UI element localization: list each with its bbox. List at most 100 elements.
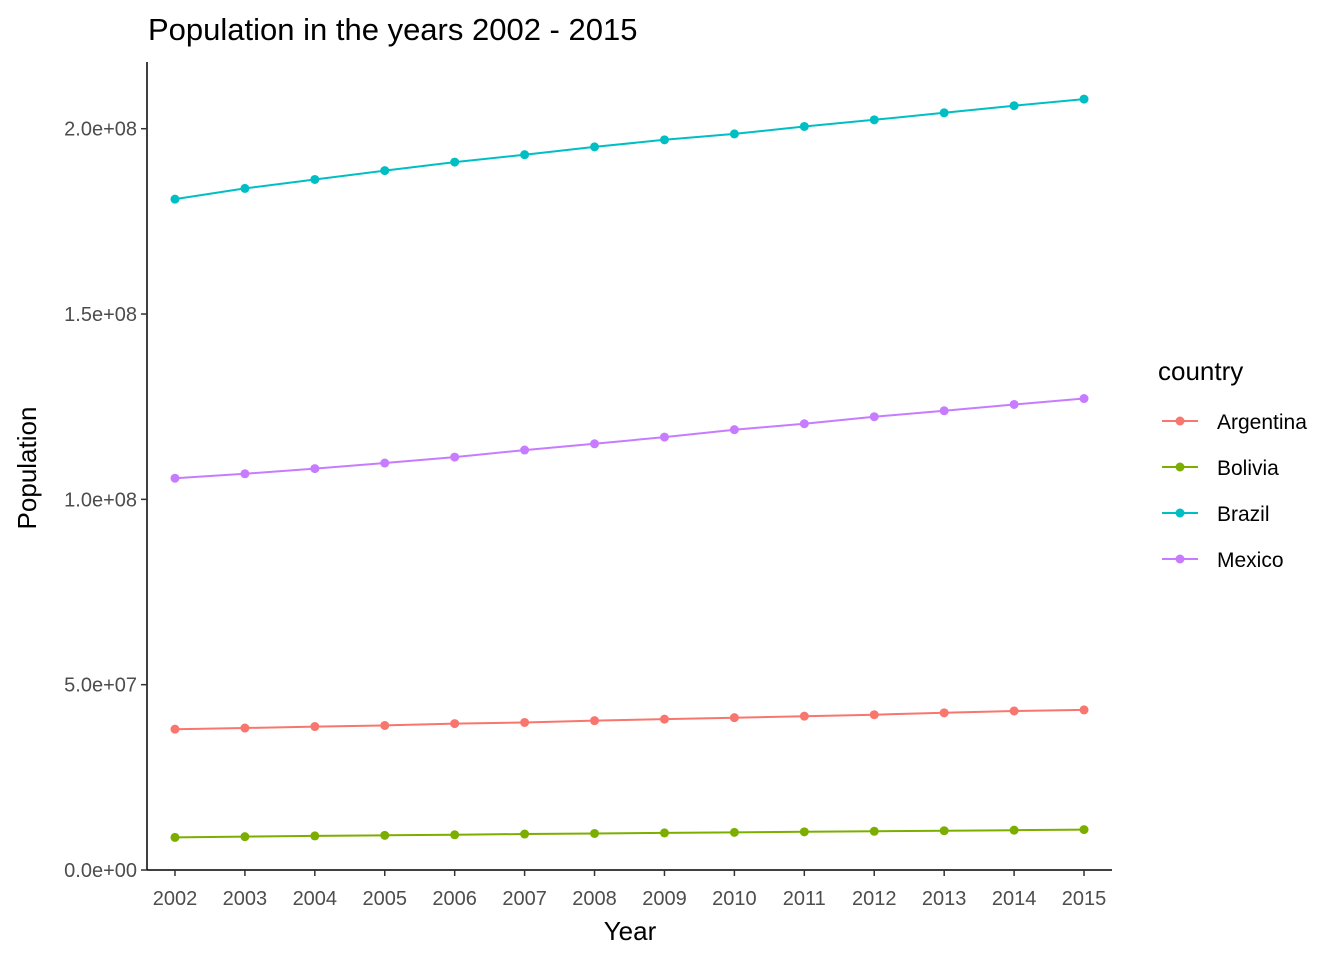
- x-tick-label: 2004: [293, 888, 338, 910]
- series-line-brazil: [174, 98, 1085, 201]
- y-tick-label: 1.0e+08: [64, 489, 137, 511]
- series-mexico: [170, 394, 1089, 483]
- legend-label: Bolivia: [1217, 457, 1279, 480]
- x-tick-label: 2010: [712, 888, 757, 910]
- data-point-bolivia: [590, 828, 600, 838]
- series-bolivia: [170, 825, 1089, 842]
- data-point-mexico: [310, 464, 320, 474]
- x-tick-label: 2012: [852, 888, 897, 910]
- data-point-mexico: [659, 432, 669, 442]
- x-tick-label: 2008: [572, 888, 617, 910]
- y-axis-ticks: 0.0e+00 5.0e+07 1.0e+08 1.5e+08 2.0e+08: [64, 119, 147, 882]
- data-point-mexico: [380, 458, 390, 468]
- legend-item-brazil: Brazil: [1162, 503, 1270, 526]
- y-tick-label: 0.0e+00: [64, 860, 137, 882]
- data-point-brazil: [240, 183, 250, 193]
- data-point-bolivia: [869, 826, 879, 836]
- y-tick-label: 1.5e+08: [64, 304, 137, 326]
- legend-key-point: [1175, 462, 1185, 472]
- data-point-mexico: [1079, 394, 1089, 404]
- data-point-bolivia: [450, 830, 460, 840]
- x-tick-label: 2014: [992, 888, 1037, 910]
- x-tick-label: 2007: [502, 888, 547, 910]
- data-point-brazil: [1079, 94, 1089, 104]
- x-tick-label: 2002: [153, 888, 198, 910]
- data-point-mexico: [170, 473, 180, 483]
- data-point-argentina: [380, 720, 390, 730]
- data-point-brazil: [799, 121, 809, 131]
- x-tick-label: 2013: [922, 888, 967, 910]
- data-point-mexico: [450, 452, 460, 462]
- legend-label: Brazil: [1217, 503, 1270, 526]
- data-point-mexico: [939, 406, 949, 416]
- data-point-argentina: [450, 719, 460, 729]
- x-tick-label: 2006: [432, 888, 477, 910]
- data-point-bolivia: [380, 830, 390, 840]
- series-layer: [170, 94, 1089, 842]
- data-point-bolivia: [799, 827, 809, 837]
- legend-key-point: [1175, 416, 1185, 426]
- data-point-argentina: [520, 717, 530, 727]
- legend-item-argentina: Argentina: [1162, 411, 1307, 434]
- data-point-argentina: [170, 724, 180, 734]
- data-point-argentina: [310, 722, 320, 732]
- data-point-bolivia: [659, 828, 669, 838]
- data-point-brazil: [1009, 101, 1019, 111]
- x-tick-label: 2015: [1062, 888, 1107, 910]
- series-line-mexico: [174, 397, 1085, 480]
- data-point-mexico: [1009, 399, 1019, 409]
- data-point-argentina: [590, 716, 600, 726]
- data-point-brazil: [590, 142, 600, 152]
- data-point-brazil: [869, 115, 879, 125]
- data-point-mexico: [590, 439, 600, 449]
- data-point-argentina: [799, 711, 809, 721]
- data-point-argentina: [659, 714, 669, 724]
- x-tick-label: 2011: [783, 888, 826, 910]
- x-tick-label: 2009: [642, 888, 687, 910]
- legend-items: Argentina Bolivia Brazil Mexico: [1162, 411, 1307, 572]
- y-axis-title: Population: [12, 407, 42, 530]
- data-point-argentina: [1009, 706, 1019, 716]
- x-axis-title: Year: [604, 916, 657, 946]
- data-point-argentina: [240, 723, 250, 733]
- data-point-brazil: [520, 150, 530, 160]
- x-tick-label: 2003: [223, 888, 268, 910]
- series-brazil: [170, 94, 1089, 204]
- plot-area: 0.0e+00 5.0e+07 1.0e+08 1.5e+08 2.0e+08 2002…: [64, 62, 1112, 910]
- data-point-mexico: [240, 469, 250, 479]
- data-point-brazil: [310, 174, 320, 184]
- data-point-argentina: [869, 710, 879, 720]
- legend-item-mexico: Mexico: [1162, 549, 1284, 572]
- data-point-bolivia: [939, 826, 949, 836]
- legend-label: Argentina: [1217, 411, 1307, 434]
- legend: country Argentina Bolivia Brazil Mexico: [1158, 356, 1307, 572]
- legend-key-point: [1175, 554, 1185, 564]
- chart-title: Population in the years 2002 - 2015: [148, 12, 637, 47]
- data-point-argentina: [729, 713, 739, 723]
- data-point-bolivia: [310, 831, 320, 841]
- data-point-brazil: [170, 194, 180, 204]
- data-point-brazil: [659, 135, 669, 145]
- data-point-argentina: [939, 708, 949, 718]
- data-point-bolivia: [170, 832, 180, 842]
- legend-item-bolivia: Bolivia: [1162, 457, 1279, 480]
- y-tick-label: 2.0e+08: [64, 119, 137, 141]
- data-point-bolivia: [1079, 825, 1089, 835]
- data-point-bolivia: [729, 827, 739, 837]
- data-point-brazil: [729, 129, 739, 139]
- x-axis-ticks: 2002 2003 2004 2005 2006 2007 2008 2009 2010 2011…: [153, 870, 1107, 910]
- series-line-bolivia: [174, 828, 1085, 839]
- data-point-brazil: [450, 157, 460, 167]
- data-point-argentina: [1079, 705, 1089, 715]
- data-point-mexico: [520, 445, 530, 455]
- data-point-brazil: [380, 166, 390, 176]
- x-tick-label: 2005: [363, 888, 408, 910]
- legend-key-point: [1175, 508, 1185, 518]
- data-point-mexico: [869, 412, 879, 422]
- series-argentina: [170, 705, 1089, 734]
- data-point-brazil: [939, 108, 949, 118]
- legend-label: Mexico: [1217, 549, 1284, 572]
- data-point-mexico: [799, 419, 809, 429]
- series-line-argentina: [174, 708, 1085, 731]
